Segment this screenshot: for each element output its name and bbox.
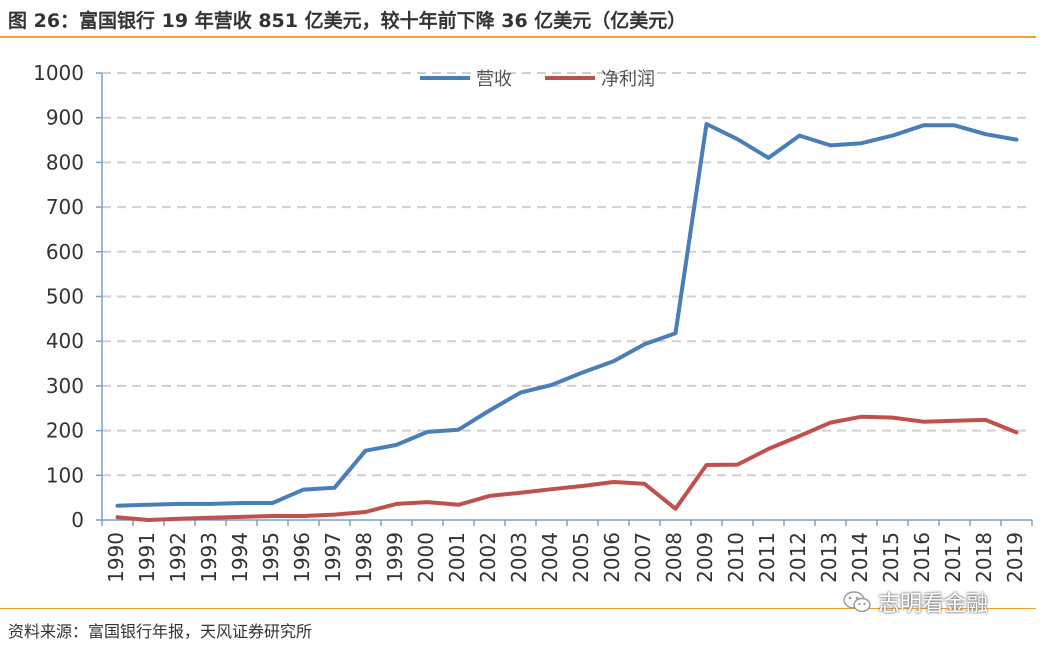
x-tick-label: 2001 (445, 532, 469, 583)
x-tick-label: 1999 (383, 532, 407, 583)
x-tick-label: 2017 (941, 532, 965, 583)
x-tick-label: 2004 (538, 532, 562, 583)
x-tick-label: 2018 (972, 532, 996, 583)
x-tick-label: 1992 (166, 532, 190, 583)
x-tick-label: 2007 (631, 532, 655, 583)
x-tick-labels: 1990 1991 1992 1993 1994 1995 1996 1997 1998 1999… (104, 532, 1027, 583)
x-tick-label: 2019 (1003, 532, 1027, 583)
x-tick-label: 2015 (879, 532, 903, 583)
legend-label: 营收 (476, 69, 512, 90)
wechat-icon (843, 591, 871, 613)
chart-title: 图 26：富国银行 19 年营收 851 亿美元，较十年前下降 36 亿美元（亿… (8, 10, 687, 32)
bottom-divider (0, 608, 1036, 609)
x-tick-label: 1990 (104, 532, 128, 583)
series-line-2 (115, 414, 1019, 522)
x-tick-label: 1996 (290, 532, 314, 583)
y-tick-label: 300 (46, 374, 84, 398)
watermark: 志明看金融 (842, 586, 988, 618)
x-tick-label: 1997 (321, 532, 345, 583)
series-line-1 (115, 122, 1019, 508)
x-tick-label: 2008 (662, 532, 686, 583)
y-tick-label: 400 (46, 329, 84, 353)
gridlines (102, 72, 1032, 477)
x-tick-label: 2012 (786, 532, 810, 583)
y-tick-label: 200 (46, 419, 84, 443)
x-tick-label: 1991 (135, 532, 159, 583)
source-note: 资料来源：富国银行年报，天风证券研究所 (8, 622, 313, 641)
x-tick-label: 2005 (569, 532, 593, 583)
x-tick-label: 2002 (476, 532, 500, 583)
y-tick-labels: 0 100 200 300 400 500 600 700 800 900 1000 (33, 61, 84, 532)
x-tick-label: 2016 (910, 532, 934, 583)
x-tick-label: 2014 (848, 532, 872, 583)
x-tick-label: 2003 (507, 532, 531, 583)
y-tick-label: 1000 (33, 61, 84, 85)
x-tick-label: 2009 (693, 532, 717, 583)
y-tick-label: 0 (71, 508, 84, 532)
x-tick-label: 2006 (600, 532, 624, 583)
watermark-text: 志明看金融 (878, 592, 989, 617)
y-tick-label: 900 (46, 106, 84, 130)
series-lines (115, 122, 1019, 522)
y-tick-label: 700 (46, 195, 84, 219)
axes (96, 72, 1033, 526)
legend-label: 净利润 (601, 69, 655, 90)
x-tick-label: 2011 (755, 532, 779, 583)
x-tick-label: 2000 (414, 532, 438, 583)
y-tick-label: 100 (46, 463, 84, 487)
legend: 营收 净利润 (420, 69, 655, 90)
y-tick-label: 600 (46, 240, 84, 264)
x-tick-label: 1994 (228, 532, 252, 583)
top-divider (0, 36, 1036, 38)
y-tick-label: 500 (46, 285, 84, 309)
x-tick-label: 1998 (352, 532, 376, 583)
x-tick-label: 1995 (259, 532, 283, 583)
x-tick-label: 2010 (724, 532, 748, 583)
y-tick-label: 800 (46, 150, 84, 174)
x-tick-label: 2013 (817, 532, 841, 583)
x-tick-label: 1993 (197, 532, 221, 583)
